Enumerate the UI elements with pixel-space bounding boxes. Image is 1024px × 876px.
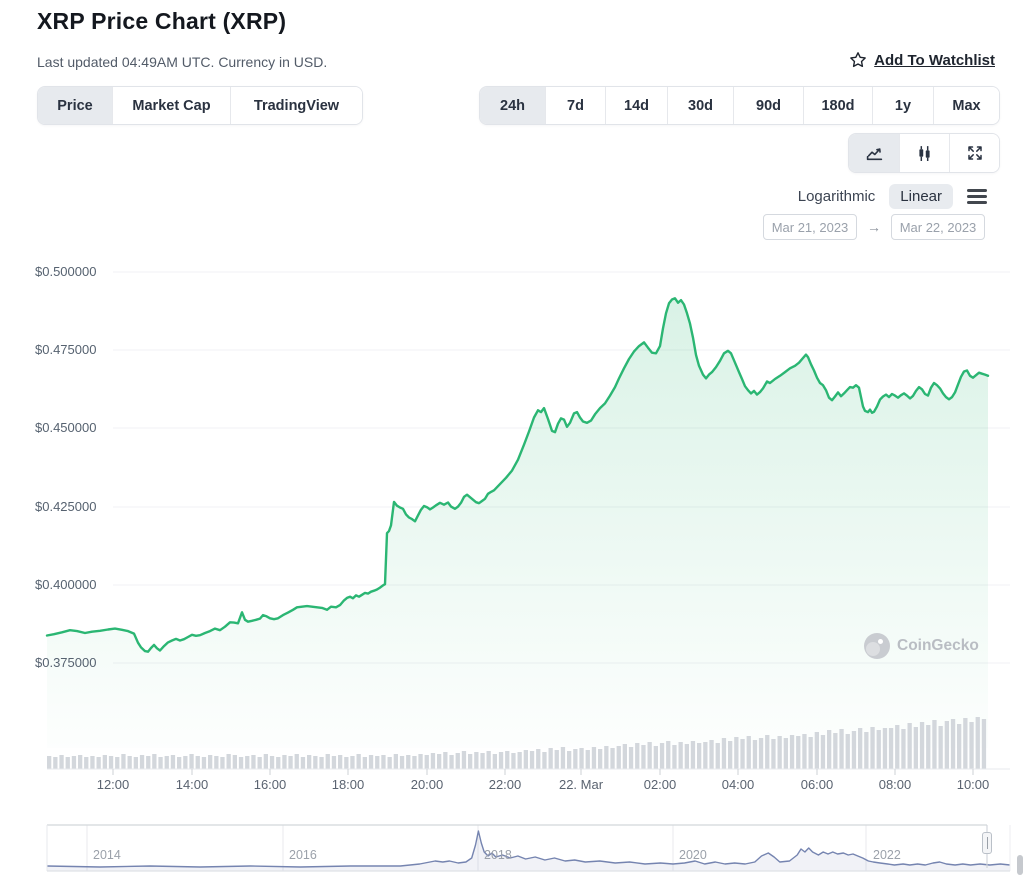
range-30d[interactable]: 30d	[667, 87, 733, 124]
add-to-watchlist-link[interactable]: Add To Watchlist	[849, 51, 995, 69]
tab-price[interactable]: Price	[38, 87, 112, 124]
navigator[interactable]	[47, 825, 1010, 871]
scale-toggle-row: Logarithmic Linear	[798, 184, 987, 209]
x-axis-label: 18:00	[331, 777, 365, 792]
x-axis-label: 22:00	[488, 777, 522, 792]
y-axis-label: $0.475000	[35, 342, 97, 357]
x-axis-label: 12:00	[96, 777, 130, 792]
scale-linear[interactable]: Linear	[889, 184, 953, 209]
candlestick-icon	[916, 145, 933, 162]
scale-logarithmic[interactable]: Logarithmic	[797, 188, 876, 205]
menu-icon[interactable]	[967, 189, 987, 204]
x-axis-label: 02:00	[643, 777, 677, 792]
page-title: XRP Price Chart (XRP)	[37, 8, 287, 34]
view-tabs: Price Market Cap TradingView	[37, 86, 363, 125]
last-updated-text: Last updated 04:49AM UTC. Currency in US…	[37, 54, 328, 70]
date-to-input[interactable]: Mar 22, 2023	[891, 214, 985, 240]
y-axis-label: $0.450000	[35, 420, 97, 435]
tab-tradingview[interactable]: TradingView	[230, 87, 362, 124]
x-axis-label: 20:00	[410, 777, 444, 792]
navigator-year-label: 2022	[873, 848, 901, 862]
coingecko-watermark-label: CoinGecko	[897, 637, 979, 654]
navigator-year-label: 2018	[484, 848, 512, 862]
star-icon	[849, 51, 867, 69]
x-axis-label: 06:00	[800, 777, 834, 792]
navigator-year-label: 2014	[93, 848, 121, 862]
x-axis-label: 22. Mar	[558, 777, 604, 792]
range-14d[interactable]: 14d	[605, 87, 667, 124]
fullscreen-button[interactable]	[949, 134, 999, 172]
x-axis-label: 16:00	[253, 777, 287, 792]
y-axis-label: $0.500000	[35, 264, 97, 279]
x-axis-label: 04:00	[721, 777, 755, 792]
y-axis-label: $0.375000	[35, 655, 97, 670]
navigator-handle[interactable]	[982, 832, 992, 854]
fullscreen-icon	[967, 145, 983, 161]
range-tabs: 24h 7d 14d 30d 90d 180d 1y Max	[479, 86, 1000, 125]
add-to-watchlist-label: Add To Watchlist	[874, 51, 995, 69]
line-chart-button[interactable]	[849, 134, 899, 172]
range-180d[interactable]: 180d	[803, 87, 872, 124]
tab-market-cap[interactable]: Market Cap	[112, 87, 230, 124]
date-from-input[interactable]: Mar 21, 2023	[763, 214, 857, 240]
date-range-row: Mar 21, 2023 → Mar 22, 2023	[763, 214, 985, 240]
line-chart-icon	[866, 145, 883, 162]
candlestick-button[interactable]	[899, 134, 949, 172]
y-axis-label: $0.400000	[35, 577, 97, 592]
navigator-year-label: 2016	[289, 848, 317, 862]
scrollbar-thumb[interactable]	[1017, 855, 1023, 875]
range-7d[interactable]: 7d	[545, 87, 605, 124]
x-axis-label: 14:00	[175, 777, 209, 792]
y-axis-label: $0.425000	[35, 499, 97, 514]
navigator-year-label: 2020	[679, 848, 707, 862]
coingecko-logo-icon	[864, 633, 890, 659]
range-24h[interactable]: 24h	[480, 87, 545, 124]
range-1y[interactable]: 1y	[872, 87, 933, 124]
x-axis-label: 08:00	[878, 777, 912, 792]
coingecko-watermark: CoinGecko	[864, 633, 979, 659]
chart-type-buttons	[848, 133, 1000, 173]
range-max[interactable]: Max	[933, 87, 999, 124]
date-range-arrow-icon: →	[867, 219, 881, 235]
range-90d[interactable]: 90d	[733, 87, 803, 124]
x-axis-label: 10:00	[956, 777, 990, 792]
